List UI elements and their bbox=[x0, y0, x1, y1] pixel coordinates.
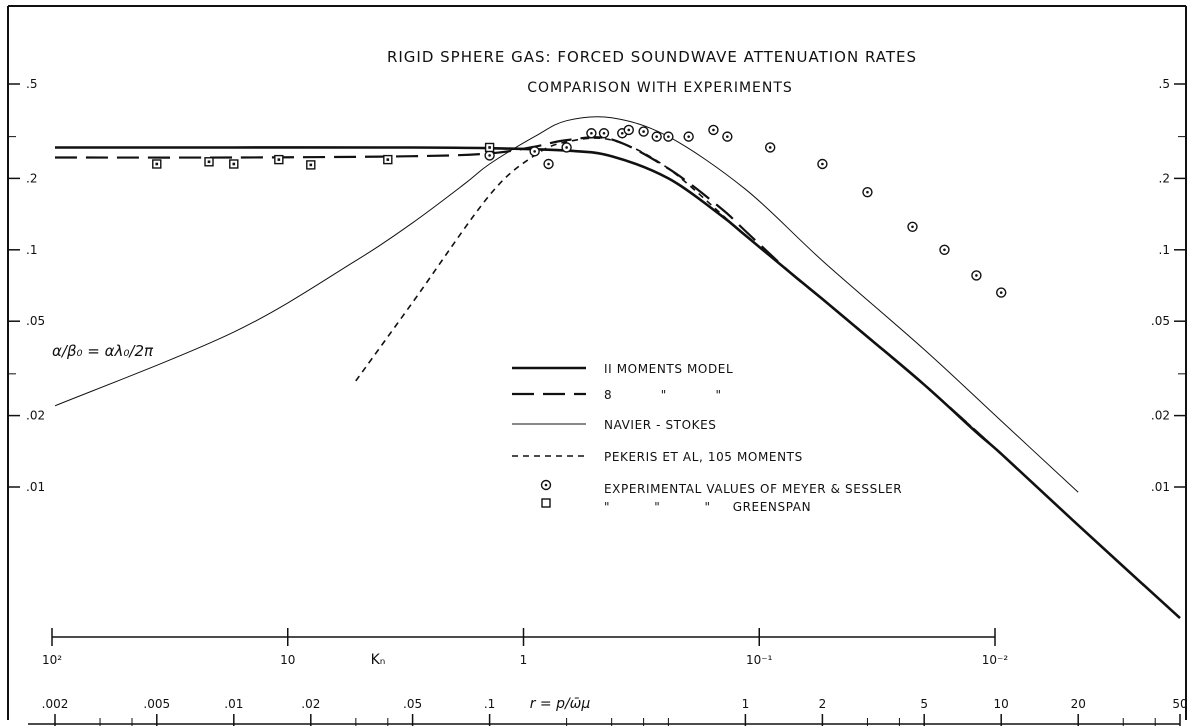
r-axis-tick-label: .1 bbox=[484, 697, 495, 711]
r-axis-tick-label: .05 bbox=[403, 697, 422, 711]
series-line-1 bbox=[54, 136, 1002, 455]
meyer-sessler-point-dot bbox=[667, 135, 670, 138]
meyer-sessler-point-dot bbox=[655, 135, 658, 138]
r-axis-tick-label: 5 bbox=[920, 697, 928, 711]
kn-axis-tick-label: 1 bbox=[520, 653, 528, 667]
y-axis-ticks: .5 .5 .2 .2 .1 .1 .05 .05 .02 .02 .01 .01 bbox=[8, 77, 1186, 494]
x-axes: 10² 10 1 10⁻¹ 10⁻² Kₙ .002 .005 .01 .02 .05 .1 1 2 5 10… bbox=[28, 628, 1188, 726]
marker-layer bbox=[152, 124, 1007, 298]
meyer-sessler-point-dot bbox=[999, 291, 1003, 294]
meyer-sessler-point-dot bbox=[547, 162, 550, 166]
meyer-sessler-point-dot bbox=[565, 146, 568, 149]
y-tick-label-right: .01 bbox=[1151, 480, 1170, 494]
chart-title: RIGID SPHERE GAS: FORCED SOUNDWAVE ATTEN… bbox=[387, 48, 917, 66]
r-axis-tick-label: 1 bbox=[742, 697, 750, 711]
legend-label-2: NAVIER - STOKES bbox=[604, 418, 717, 432]
greenspan-point-dot bbox=[386, 158, 390, 161]
meyer-sessler-point-dot bbox=[866, 190, 869, 194]
y-tick-label-left: .02 bbox=[26, 409, 45, 423]
r-axis-tick-label: 20 bbox=[1071, 697, 1086, 711]
meyer-sessler-point-dot bbox=[627, 128, 631, 132]
r-axis-tick-label: 2 bbox=[819, 697, 827, 711]
legend-label-5: " " " GREENSPAN bbox=[604, 500, 811, 514]
meyer-sessler-point-dot bbox=[687, 135, 690, 138]
y-tick-label-left: .2 bbox=[26, 171, 37, 185]
meyer-sessler-point-dot bbox=[620, 131, 624, 135]
y-tick-label-right: .1 bbox=[1159, 243, 1170, 257]
y-tick-label-left: .05 bbox=[26, 314, 45, 328]
r-axis-tick-label: .02 bbox=[301, 697, 320, 711]
meyer-sessler-point-dot bbox=[821, 162, 824, 166]
meyer-sessler-point-dot bbox=[712, 128, 715, 132]
y-tick-label-right: .2 bbox=[1159, 171, 1170, 185]
r-axis-tick-label: 10 bbox=[994, 697, 1009, 711]
y-tick-label-left: .5 bbox=[26, 77, 37, 91]
series-layer bbox=[54, 116, 1181, 620]
meyer-sessler-point-dot bbox=[975, 274, 978, 277]
meyer-sessler-point-dot bbox=[726, 135, 729, 138]
greenspan-point-dot bbox=[277, 158, 281, 161]
legend-label-3: PEKERIS ET AL, 105 MOMENTS bbox=[604, 450, 803, 464]
chart-subtitle: COMPARISON WITH EXPERIMENTS bbox=[527, 80, 793, 96]
meyer-sessler-point-dot bbox=[533, 150, 536, 153]
kn-axis-label: Kₙ bbox=[371, 652, 386, 668]
series-line-0 bbox=[55, 146, 1181, 620]
legend-label-1: 8 " " bbox=[604, 388, 722, 402]
meyer-sessler-point-dot bbox=[590, 131, 593, 135]
meyer-sessler-point-dot bbox=[768, 146, 772, 149]
y-tick-label-right: .02 bbox=[1151, 409, 1170, 423]
y-tick-label-left: .01 bbox=[26, 480, 45, 494]
meyer-sessler-point-dot bbox=[602, 131, 606, 135]
legend: II MOMENTS MODEL 8 " " NAVIER - STOKES PEKE… bbox=[512, 362, 902, 514]
series-line-2 bbox=[54, 116, 1079, 493]
r-axis-label: r = p/ω̄μ bbox=[530, 696, 591, 712]
y-tick-label-left: .1 bbox=[26, 243, 37, 257]
y-tick-label-right: .5 bbox=[1159, 77, 1170, 91]
legend-label-0: II MOMENTS MODEL bbox=[604, 362, 733, 376]
legend-swatch-circle-dot bbox=[544, 483, 548, 487]
y-axis-label: α/β₀ = αλ₀/2π bbox=[52, 342, 154, 360]
greenspan-point-dot bbox=[207, 160, 211, 164]
greenspan-point-dot bbox=[488, 146, 491, 149]
r-axis-tick-label: .005 bbox=[143, 697, 170, 711]
kn-axis-tick-label: 10 bbox=[280, 653, 295, 667]
greenspan-point-dot bbox=[232, 162, 236, 166]
r-axis-tick-label: .01 bbox=[224, 697, 243, 711]
r-axis-tick-label: 50 bbox=[1172, 697, 1187, 711]
greenspan-point-dot bbox=[309, 163, 313, 167]
legend-swatch-square bbox=[541, 498, 551, 508]
y-tick-label-right: .05 bbox=[1151, 314, 1170, 328]
greenspan-point-dot bbox=[155, 162, 159, 166]
r-axis-tick-label: .002 bbox=[42, 697, 69, 711]
meyer-sessler-point-dot bbox=[642, 130, 645, 133]
meyer-sessler-point-dot bbox=[943, 248, 946, 252]
kn-axis-tick-label: 10⁻² bbox=[982, 653, 1009, 667]
kn-axis-tick-label: 10² bbox=[42, 653, 62, 667]
legend-label-4: EXPERIMENTAL VALUES OF MEYER & SESSLER bbox=[604, 482, 902, 496]
meyer-sessler-point-dot bbox=[911, 225, 914, 229]
kn-axis-tick-label: 10⁻¹ bbox=[746, 653, 773, 667]
meyer-sessler-point-dot bbox=[488, 154, 491, 157]
